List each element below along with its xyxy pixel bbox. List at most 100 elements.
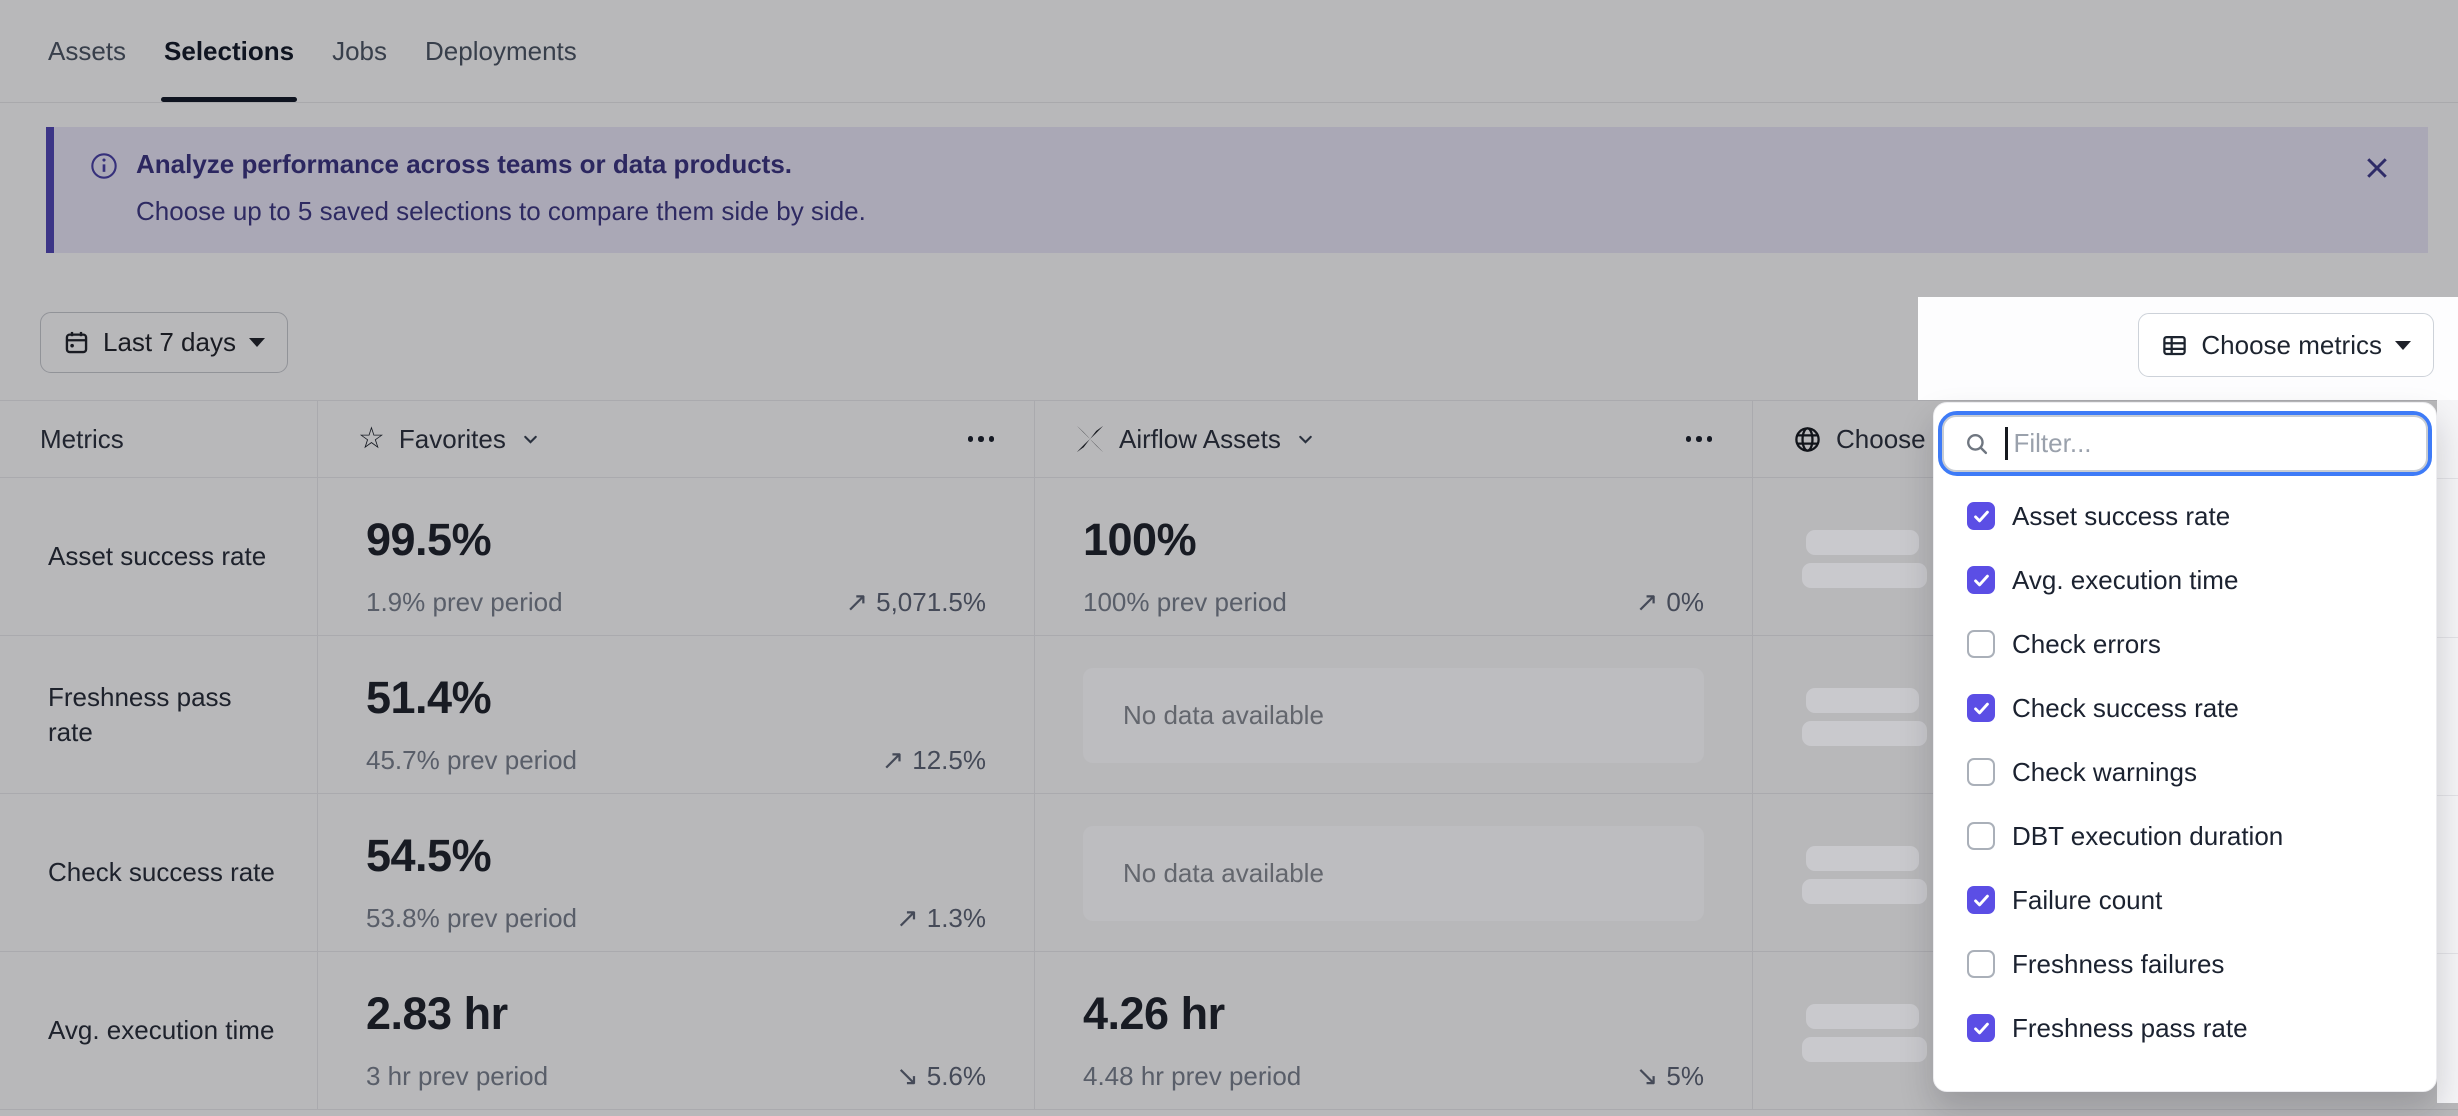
metric-value-cell: 51.4% 45.7% prev period ↗ 12.5%: [318, 636, 1035, 793]
checkbox[interactable]: [1967, 758, 1995, 786]
column-header-choose: Choose: [1753, 401, 2458, 477]
metric-name: Freshness pass rate: [0, 636, 318, 793]
choose-metrics-popover: Asset success rate Avg. execution time C…: [1933, 402, 2437, 1092]
text-cursor: [2005, 427, 2008, 460]
column-title[interactable]: Airflow Assets: [1119, 423, 1281, 454]
checkbox[interactable]: [1967, 886, 1995, 914]
metric-value: 54.5%: [366, 830, 492, 881]
metric-value: 4.26 hr: [1083, 988, 1225, 1039]
globe-icon: [1793, 425, 1822, 454]
column-header-favorites: ☆ Favorites: [318, 401, 1035, 477]
close-icon[interactable]: [2362, 153, 2392, 183]
skeleton-bar: [1806, 688, 1919, 713]
metric-option-failure-count[interactable]: Failure count: [1938, 868, 2432, 932]
metric-option-check-success-rate[interactable]: Check success rate: [1938, 676, 2432, 740]
loading-cell: [1753, 794, 2458, 951]
checkbox[interactable]: [1967, 502, 1995, 530]
banner-subtitle: Choose up to 5 saved selections to compa…: [136, 196, 866, 226]
metric-value: 2.83 hr: [366, 988, 508, 1039]
checkbox[interactable]: [1967, 950, 1995, 978]
metric-option-check-warnings[interactable]: Check warnings: [1938, 740, 2432, 804]
trend-badge: ↘ 5.6%: [896, 1061, 986, 1093]
metric-option-avg-execution-time[interactable]: Avg. execution time: [1938, 548, 2432, 612]
checkbox[interactable]: [1967, 694, 1995, 722]
chevron-down-icon: [2395, 340, 2411, 350]
info-icon: [90, 152, 118, 180]
banner-title: Analyze performance across teams or data…: [136, 149, 793, 179]
metric-value-cell: No data available: [1035, 794, 1753, 951]
calendar-icon: [63, 329, 90, 356]
prev-period-value: 1.9% prev period: [366, 587, 563, 618]
table-row: Freshness pass rate 51.4% 45.7% prev per…: [0, 636, 2458, 794]
tab-assets[interactable]: Assets: [48, 35, 127, 66]
metric-value-cell: 4.26 hr 4.48 hr prev period ↘ 5%: [1035, 952, 1753, 1109]
tab-deployments[interactable]: Deployments: [425, 35, 577, 66]
metric-name: Check success rate: [0, 794, 318, 951]
trend-down-icon: ↘: [1635, 1061, 1659, 1093]
metric-value-cell: 99.5% 1.9% prev period ↗ 5,071.5%: [318, 478, 1035, 635]
skeleton-bar: [1806, 846, 1919, 871]
table-header-row: Metrics ☆ Favorites: [0, 401, 2458, 478]
filter-field-focus-ring: [1938, 411, 2432, 476]
airflow-pinwheel-icon: [1075, 424, 1105, 454]
checkbox[interactable]: [1967, 1014, 1995, 1042]
checkbox[interactable]: [1967, 566, 1995, 594]
more-menu-icon[interactable]: [967, 436, 994, 442]
no-data-placeholder: No data available: [1083, 668, 1704, 763]
chevron-down-icon[interactable]: [1295, 429, 1316, 450]
date-range-button[interactable]: Last 7 days: [40, 312, 288, 373]
column-header-airflow-assets: Airflow Assets: [1035, 401, 1753, 477]
trend-badge: ↗ 0%: [1635, 587, 1704, 619]
metric-option-freshness-failures[interactable]: Freshness failures: [1938, 932, 2432, 996]
table-columns-icon: [2161, 332, 2188, 359]
skeleton-bar: [1802, 721, 1927, 746]
chevron-down-icon[interactable]: [520, 429, 541, 450]
chevron-down-icon: [248, 338, 265, 347]
column-title[interactable]: Choose: [1836, 423, 1926, 454]
table-row: Avg. execution time 2.83 hr 3 hr prev pe…: [0, 952, 2458, 1110]
metric-value-cell: 100% 100% prev period ↗ 0%: [1035, 478, 1753, 635]
skeleton-bar: [1806, 1004, 1919, 1029]
metric-option-check-errors[interactable]: Check errors: [1938, 612, 2432, 676]
trend-up-icon: ↗: [1635, 587, 1659, 619]
column-title[interactable]: Favorites: [398, 423, 506, 454]
table-row: Check success rate 54.5% 53.8% prev peri…: [0, 794, 2458, 952]
metric-option-freshness-pass-rate[interactable]: Freshness pass rate: [1938, 996, 2432, 1060]
metric-value-cell: 2.83 hr 3 hr prev period ↘ 5.6%: [318, 952, 1035, 1109]
choose-metrics-label: Choose metrics: [2201, 329, 2382, 360]
skeleton-bar: [1802, 1037, 1927, 1062]
trend-up-icon: ↗: [896, 903, 919, 935]
loading-cell: [1753, 478, 2458, 635]
checkbox[interactable]: [1967, 630, 1995, 658]
prev-period-value: 100% prev period: [1083, 587, 1287, 618]
undimmed-page-strip: [2437, 400, 2458, 1103]
trend-up-icon: ↗: [845, 587, 869, 619]
choose-metrics-button[interactable]: Choose metrics: [2138, 313, 2434, 377]
metric-value-cell: 54.5% 53.8% prev period ↗ 1.3%: [318, 794, 1035, 951]
metric-name: Avg. execution time: [0, 952, 318, 1109]
skeleton-bar: [1802, 879, 1927, 904]
prev-period-value: 4.48 hr prev period: [1083, 1061, 1302, 1092]
more-menu-icon[interactable]: [1685, 436, 1712, 442]
trend-badge: ↗ 5,071.5%: [845, 587, 987, 619]
tab-jobs[interactable]: Jobs: [332, 35, 388, 66]
search-icon: [1964, 431, 1990, 457]
loading-cell: [1753, 952, 2458, 1109]
trend-badge: ↗ 12.5%: [881, 745, 986, 777]
checkbox[interactable]: [1967, 822, 1995, 850]
tab-selections[interactable]: Selections: [161, 0, 298, 102]
filter-input[interactable]: [2011, 427, 2426, 460]
filter-field: [1942, 415, 2428, 472]
metric-value-cell: No data available: [1035, 636, 1753, 793]
metric-value: 100%: [1083, 514, 1197, 565]
prev-period-value: 3 hr prev period: [366, 1061, 549, 1092]
metric-option-dbt-execution-duration[interactable]: DBT execution duration: [1938, 804, 2432, 868]
trend-up-icon: ↗: [881, 745, 905, 777]
prev-period-value: 45.7% prev period: [366, 745, 578, 776]
metric-option-asset-success-rate[interactable]: Asset success rate: [1938, 484, 2432, 548]
top-tab-bar: Assets Selections Jobs Deployments: [0, 0, 2458, 103]
metric-value: 99.5%: [366, 514, 492, 565]
metric-options-list: Asset success rate Avg. execution time C…: [1938, 476, 2432, 1060]
metric-value: 51.4%: [366, 672, 492, 723]
